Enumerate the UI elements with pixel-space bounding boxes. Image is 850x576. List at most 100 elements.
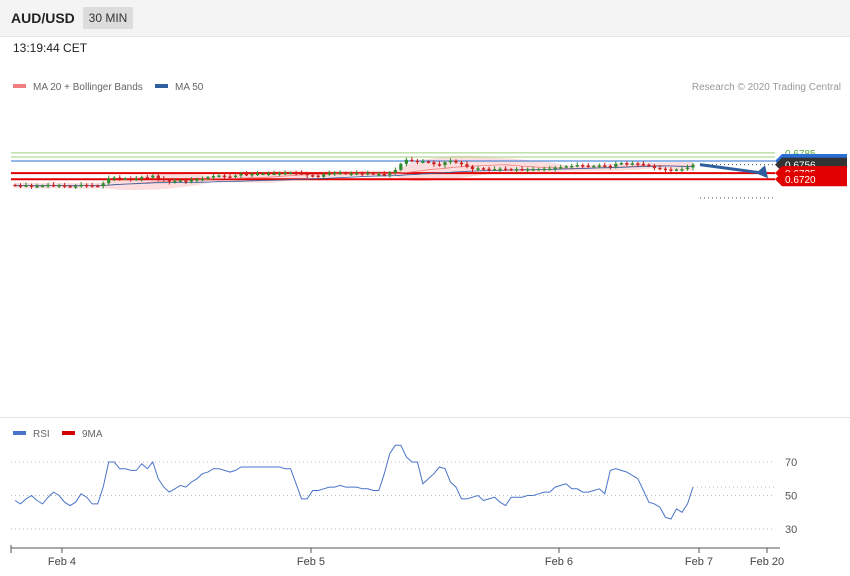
candle-body xyxy=(327,173,331,175)
candle-body xyxy=(619,163,623,165)
candle-body xyxy=(597,165,601,167)
candle-body xyxy=(63,185,67,187)
candle-body xyxy=(575,165,579,167)
candle-body xyxy=(333,172,337,175)
candle-body xyxy=(426,161,431,163)
candle-body xyxy=(184,180,188,182)
candle-body xyxy=(200,178,205,181)
candle-body xyxy=(421,161,425,163)
candle-body xyxy=(266,173,271,176)
candle-body xyxy=(349,173,353,176)
candle-body xyxy=(608,165,612,168)
candle-body xyxy=(167,180,171,182)
candle-body xyxy=(636,163,640,165)
candle-body xyxy=(492,169,497,171)
candle-body xyxy=(432,162,436,165)
rsi-legend-swatch xyxy=(13,431,26,435)
candle-body xyxy=(586,165,590,167)
candle-body xyxy=(118,177,122,180)
candle-body xyxy=(79,184,83,187)
candle-body xyxy=(399,163,403,170)
candle-body xyxy=(570,165,574,168)
candle-body xyxy=(90,185,94,187)
candle-body xyxy=(691,164,695,168)
candle-body xyxy=(272,173,276,176)
candle-body xyxy=(74,186,78,188)
chart-header: AUD/USD 30 MIN xyxy=(0,0,850,37)
rsi-tick-label: 70 xyxy=(785,457,797,469)
ma20-legend-label: MA 20 + Bollinger Bands xyxy=(33,82,143,93)
candle-body xyxy=(96,185,100,188)
rsi-tick-label: 30 xyxy=(785,524,797,536)
candle-body xyxy=(101,183,105,187)
candle-body xyxy=(13,184,17,187)
candle-body xyxy=(564,166,568,168)
candle-body xyxy=(322,174,326,177)
candle-body xyxy=(40,185,45,188)
candle-body xyxy=(217,175,221,178)
candle-body xyxy=(294,172,298,175)
candle-body xyxy=(487,168,491,171)
candle-body xyxy=(658,167,662,170)
candle-body xyxy=(465,164,469,167)
credit-text: Research © 2020 Trading Central xyxy=(692,82,841,93)
candle-body xyxy=(685,167,690,170)
candle-body xyxy=(112,177,116,180)
candle-body xyxy=(355,173,359,175)
candle-body xyxy=(134,178,138,181)
candle-body xyxy=(162,178,166,181)
candle-body xyxy=(509,169,513,171)
candle-body xyxy=(548,168,552,171)
candle-body xyxy=(531,169,535,171)
candle-body xyxy=(410,159,414,162)
x-tick-label: Feb 7 xyxy=(685,556,713,568)
candle-body xyxy=(443,162,447,166)
candle-body xyxy=(581,165,585,167)
candle-body xyxy=(377,173,381,176)
candle-body xyxy=(305,173,309,176)
candle-body xyxy=(415,160,419,163)
candle-body xyxy=(382,173,386,176)
candle-body xyxy=(625,163,629,165)
candle-body xyxy=(283,172,287,175)
candle-body xyxy=(559,167,563,169)
candle-body xyxy=(669,169,673,172)
forecast-arrow-line xyxy=(699,163,765,175)
rsi-ma-legend-swatch xyxy=(62,431,75,435)
candle-body xyxy=(366,173,370,175)
candle-body xyxy=(542,168,546,171)
candle-body xyxy=(85,184,89,187)
candle-body xyxy=(51,184,56,187)
candle-body xyxy=(459,162,464,165)
candle-body xyxy=(35,186,39,188)
candle-body xyxy=(316,175,320,178)
candle-body xyxy=(24,185,28,187)
timeframe-badge[interactable]: 30 MIN xyxy=(83,7,133,29)
forecast-arrow-head xyxy=(756,165,768,179)
candle-body xyxy=(437,164,442,166)
candle-body xyxy=(470,166,475,170)
candle-body xyxy=(614,163,618,167)
candle-body xyxy=(46,184,50,187)
candle-body xyxy=(233,175,238,178)
candle-body xyxy=(537,169,541,171)
candle-body xyxy=(476,168,480,170)
candle-body xyxy=(222,175,227,178)
level-label-0.6720: 0.6720 xyxy=(785,175,816,186)
candle-body xyxy=(277,173,282,175)
rsi-legend-label: RSI xyxy=(33,429,50,440)
candle-body xyxy=(498,168,502,171)
candle-body xyxy=(261,173,265,176)
rsi-line xyxy=(14,444,694,520)
rsi-ma-legend-label: 9MA xyxy=(82,429,103,440)
candle-body xyxy=(255,173,260,176)
candle-body xyxy=(503,168,508,171)
candle-body xyxy=(393,169,397,173)
candle-body xyxy=(29,185,34,187)
candle-body xyxy=(674,169,679,172)
candle-body xyxy=(338,172,342,175)
ma50-legend-label: MA 50 xyxy=(175,82,204,93)
candle-body xyxy=(178,180,182,182)
candle-body xyxy=(195,179,199,181)
candle-body xyxy=(68,186,72,188)
